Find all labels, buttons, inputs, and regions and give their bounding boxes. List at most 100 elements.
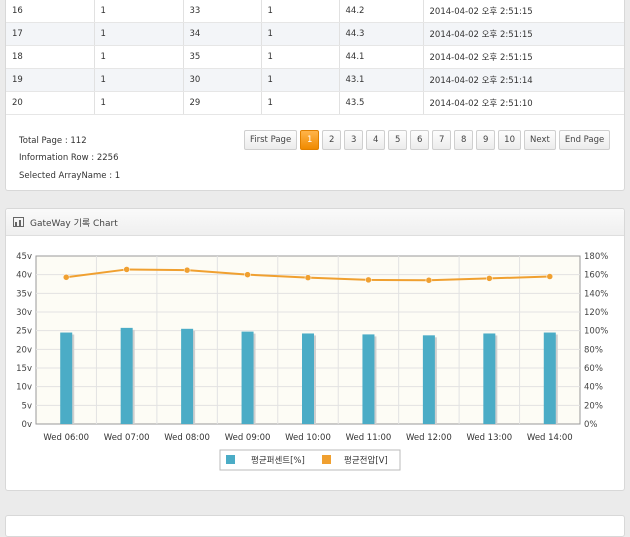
table-cell: 1 [94, 45, 184, 69]
right-axis-tick-label: 180% [584, 252, 608, 262]
table-cell: 35 [183, 45, 262, 69]
table-row[interactable]: 16 1 33 1 44.2 2014-04-02 오후 2:51:15 [6, 0, 624, 23]
table-row[interactable]: 18 1 35 1 44.1 2014-04-02 오후 2:51:15 [6, 45, 624, 69]
page-button-7[interactable]: 7 [432, 130, 452, 150]
x-axis-tick-label: Wed 06:00 [43, 433, 89, 443]
left-axis-tick-label: 45v [16, 252, 32, 262]
page-button-5[interactable]: 5 [388, 130, 408, 150]
left-axis-tick-label: 25v [16, 327, 32, 337]
table-cell: 2014-04-02 오후 2:51:10 [423, 91, 624, 115]
table-cell: 1 [261, 68, 340, 92]
right-axis-tick-label: 140% [584, 289, 608, 299]
table-cell: 1 [261, 0, 340, 23]
x-axis-tick-label: Wed 12:00 [406, 433, 452, 443]
data-table-panel: 16 1 33 1 44.2 2014-04-02 오후 2:51:15 17 1 34 1 44.… [5, 0, 625, 191]
x-axis-tick-label: Wed 13:00 [466, 433, 512, 443]
data-table: 16 1 33 1 44.2 2014-04-02 오후 2:51:15 17 1 34 1 44.… [6, 0, 624, 115]
right-axis-tick-label: 40% [584, 383, 603, 393]
gateway-chart: 0v 5v 10v 15v 20v 25v 30v 35v 40v 45v 0% 20% 40% 60% 8… [16, 252, 608, 471]
table-cell: 44.1 [339, 45, 424, 69]
line-point [365, 276, 372, 284]
table-cell: 18 [6, 45, 95, 69]
first-page-button[interactable]: First Page [244, 130, 298, 150]
table-cell: 2014-04-02 오후 2:51:15 [423, 0, 624, 23]
bar [422, 335, 435, 424]
legend-box [219, 449, 401, 471]
chart-panel-title: GateWay 기록 Chart [30, 218, 118, 229]
page-button-6[interactable]: 6 [410, 130, 430, 150]
right-axis-tick-label: 0% [584, 420, 598, 430]
left-axis-tick-label: 20v [16, 345, 32, 355]
page-button-9[interactable]: 9 [476, 130, 496, 150]
bar [181, 328, 194, 424]
page-button-2[interactable]: 2 [322, 130, 342, 150]
line-point [486, 275, 493, 282]
table-cell: 2014-04-02 오후 2:51:15 [423, 45, 624, 69]
left-axis-tick-label: 30v [16, 308, 32, 318]
bar-chart-icon [13, 217, 24, 227]
line-point [62, 274, 70, 281]
table-cell: 1 [261, 45, 340, 69]
line-point [546, 273, 554, 280]
bar [120, 327, 133, 424]
bar [60, 332, 73, 424]
left-axis-tick-label: 10v [16, 383, 32, 393]
table-cell: 1 [94, 91, 184, 115]
table-cell: 30 [183, 68, 262, 92]
line-point [425, 277, 433, 284]
page-button-3[interactable]: 3 [344, 130, 364, 150]
right-axis-tick-label: 100% [584, 327, 608, 337]
table-row[interactable]: 17 1 34 1 44.3 2014-04-02 오후 2:51:15 [6, 22, 624, 46]
line-point [183, 266, 191, 274]
x-axis-tick-label: Wed 14:00 [527, 433, 573, 443]
table-row[interactable]: 19 1 30 1 43.1 2014-04-02 오후 2:51:14 [6, 68, 624, 92]
page-button-1[interactable]: 1 [300, 130, 320, 150]
bar [362, 334, 375, 424]
right-axis-tick-label: 160% [584, 271, 608, 281]
page-button-10[interactable]: 10 [498, 130, 521, 150]
table-cell: 34 [183, 22, 262, 46]
table-cell: 1 [261, 22, 340, 46]
x-axis-tick-label: Wed 08:00 [164, 433, 210, 443]
table-cell: 20 [6, 91, 95, 115]
table-cell: 1 [94, 22, 184, 46]
bar [543, 332, 556, 424]
table-cell: 43.5 [339, 91, 424, 115]
table-row[interactable]: 20 1 29 1 43.5 2014-04-02 오후 2:51:10 [6, 91, 624, 115]
bar [241, 331, 254, 424]
legend-label-percent: 평균퍼센트[%] [251, 455, 305, 466]
x-axis-tick-label: Wed 07:00 [104, 433, 150, 443]
page-button-8[interactable]: 8 [454, 130, 474, 150]
left-axis-tick-label: 15v [16, 364, 32, 374]
table-cell: 43.1 [339, 68, 424, 92]
information-row-text: Information Row : 2256 [19, 153, 119, 163]
legend-label-voltage: 평균전압[V] [344, 455, 388, 466]
left-axis-tick-label: 0v [22, 420, 32, 430]
table-cell: 1 [94, 0, 184, 23]
right-axis-tick-label: 80% [584, 345, 603, 355]
bar [483, 333, 496, 424]
table-cell: 44.2 [339, 0, 424, 23]
table-cell: 16 [6, 0, 95, 23]
next-button[interactable]: Next [524, 130, 556, 150]
chart-panel: GateWay 기록 Chart 0v 5v 10v 15v 20v 25v 30v 35v 4… [5, 208, 625, 491]
line-point [304, 274, 312, 281]
page-button-4[interactable]: 4 [366, 130, 386, 150]
left-axis-tick-label: 40v [16, 271, 32, 281]
right-axis-tick-label: 20% [584, 401, 603, 411]
bottom-panel [5, 515, 625, 537]
left-axis-tick-label: 5v [22, 401, 32, 411]
right-axis-tick-label: 120% [584, 308, 608, 318]
table-cell: 1 [261, 91, 340, 115]
x-axis-tick-label: Wed 10:00 [285, 433, 331, 443]
legend-swatch-voltage [322, 455, 331, 464]
x-axis-tick-label: Wed 09:00 [225, 433, 271, 443]
legend-swatch-percent [226, 455, 235, 464]
table-cell: 2014-04-02 오후 2:51:15 [423, 22, 624, 46]
chart-panel-header: GateWay 기록 Chart [6, 209, 624, 236]
line-point [123, 266, 130, 273]
total-page-text: Total Page : 112 [19, 136, 87, 146]
table-cell: 33 [183, 0, 262, 23]
end-page-button[interactable]: End Page [558, 130, 611, 150]
table-cell: 2014-04-02 오후 2:51:14 [423, 68, 624, 92]
